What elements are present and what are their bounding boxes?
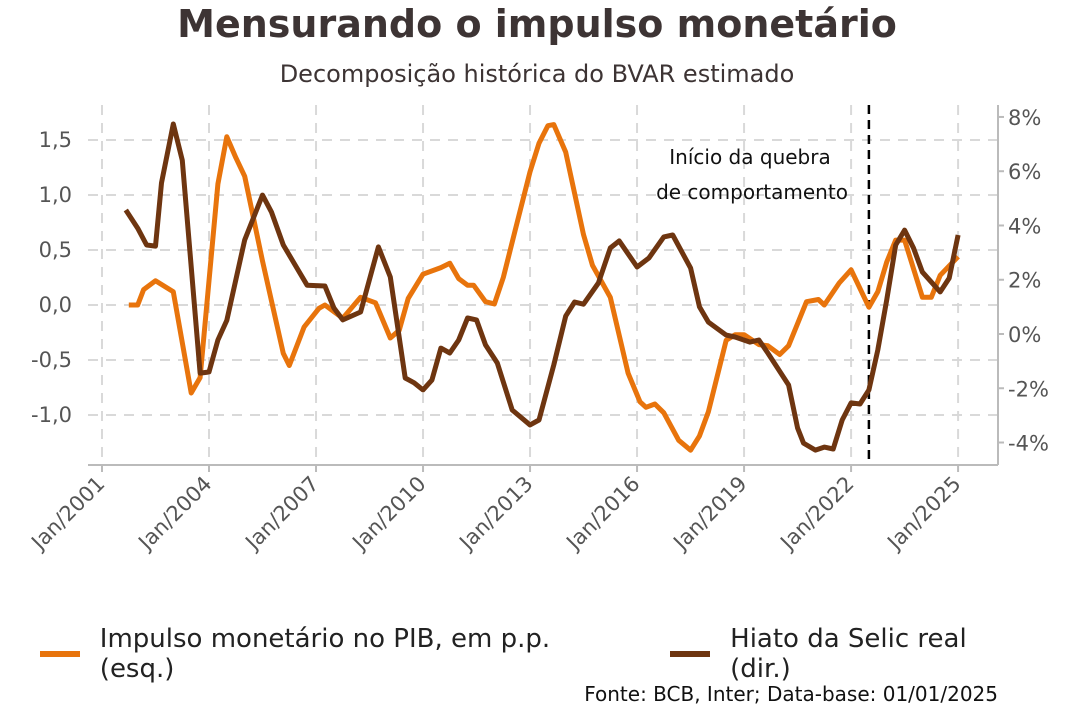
x-tick-label: Jan/2010 [346, 472, 430, 556]
annotation-line2: de comportamento [656, 180, 848, 204]
y-right-tick-label: 4% [1008, 214, 1041, 238]
y-left-tick-label: 1,5 [39, 128, 72, 152]
y-right-tick-label: -2% [1008, 377, 1049, 401]
y-right-tick-label: -4% [1008, 432, 1049, 456]
legend-item-hiato: Hiato da Selic real (dir.) [670, 624, 1034, 684]
chart-title: Mensurando o impulso monetário [177, 2, 897, 46]
x-tick-label: Jan/2004 [132, 472, 216, 556]
legend-swatch-orange [40, 651, 80, 657]
chart-subtitle: Decomposição histórica do BVAR estimado [279, 60, 795, 88]
series-line-impulso [128, 122, 960, 453]
y-left-tick-label: -1,0 [31, 403, 72, 427]
y-right-tick-label: 6% [1008, 160, 1041, 184]
source-note: Fonte: BCB, Inter; Data-base: 01/01/2025 [584, 682, 998, 706]
y-left-tick-label: -0,5 [31, 348, 72, 372]
legend-label: Impulso monetário no PIB, em p.p. (esq.) [99, 624, 551, 684]
y-left-tick-label: 1,0 [39, 183, 72, 207]
y-left-tick-label: 0,0 [39, 293, 72, 317]
y-right-tick-label: 2% [1008, 269, 1041, 293]
y-right-tick-label: 0% [1008, 323, 1041, 347]
x-tick-label: Jan/2025 [882, 472, 966, 556]
annotation-line1: Início da quebra [669, 145, 830, 169]
x-tick-label: Jan/2007 [239, 472, 323, 556]
x-tick-label: Jan/2016 [561, 472, 645, 556]
x-tick-label: Jan/2013 [454, 472, 538, 556]
legend: Impulso monetário no PIB, em p.p. (esq.)… [40, 624, 1074, 684]
y-right-tick-label: 8% [1008, 106, 1041, 130]
x-tick-label: Jan/2022 [775, 472, 859, 556]
legend-label: Hiato da Selic real (dir.) [730, 624, 967, 684]
x-tick-label: Jan/2019 [668, 472, 752, 556]
y-left-tick-label: 0,5 [39, 238, 72, 262]
x-tick-label: Jan/2001 [25, 472, 109, 556]
chart: 1,5 1,0 0,5 0,0 -0,5 -1,0 8% 6% 4% 2% 0% -2% -4% Jan/… [25, 105, 1049, 556]
legend-swatch-brown [670, 651, 711, 657]
legend-item-impulso: Impulso monetário no PIB, em p.p. (esq.) [40, 624, 630, 684]
series-line-hiato [123, 121, 961, 453]
